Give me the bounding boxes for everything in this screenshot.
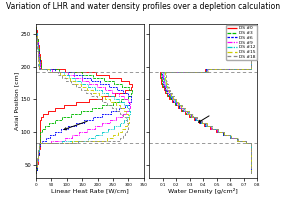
Y-axis label: Axial Position [cm]: Axial Position [cm]	[14, 72, 19, 130]
X-axis label: Water Density [g/cm²]: Water Density [g/cm²]	[168, 188, 238, 194]
X-axis label: Linear Heat Rate [W/cm]: Linear Heat Rate [W/cm]	[51, 188, 129, 193]
Legend: DS #0, DS #3, DS #6, DS #9, DS #12, DS #15, DS #18: DS #0, DS #3, DS #6, DS #9, DS #12, DS #…	[226, 25, 257, 60]
Text: Variation of LHR and water density profiles over a depletion calculation: Variation of LHR and water density profi…	[6, 2, 280, 11]
